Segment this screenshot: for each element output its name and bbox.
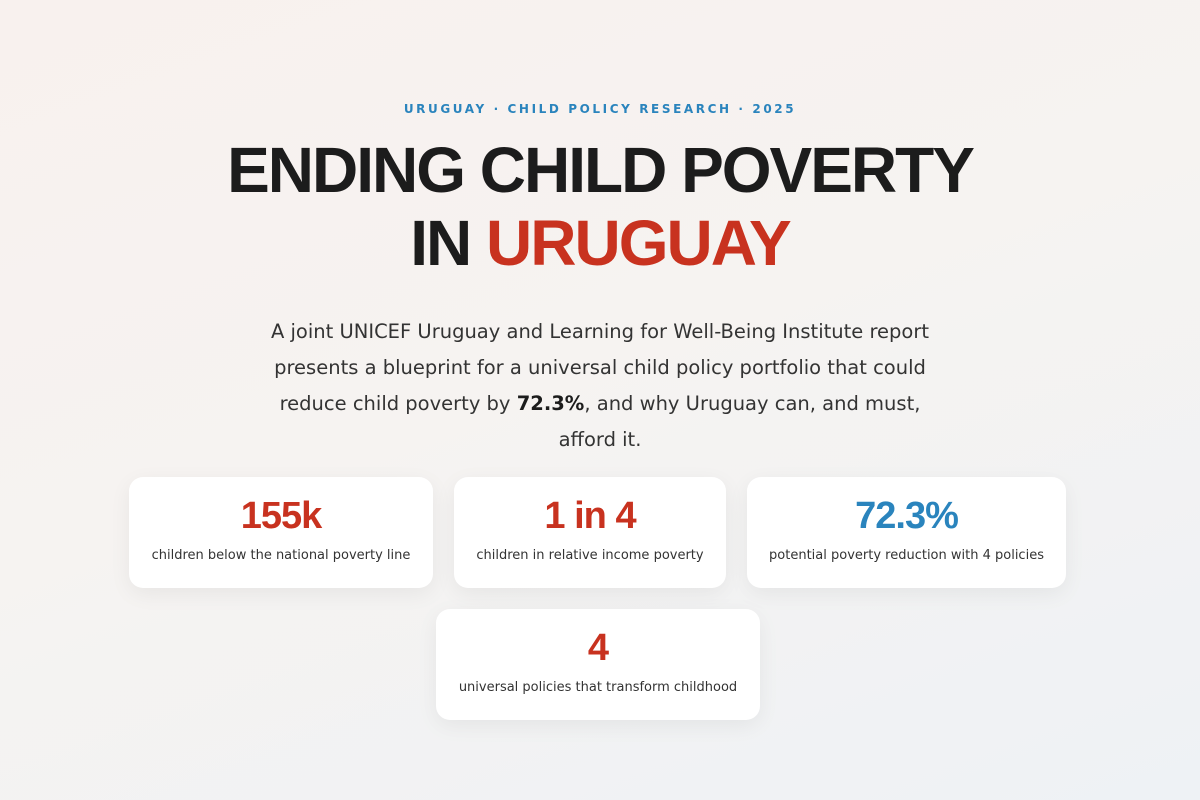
stat-card: 1 in 4 children in relative income povert…: [454, 477, 726, 588]
stat-label: children below the national poverty line: [151, 548, 411, 563]
stat-label: potential poverty reduction with 4 polic…: [769, 548, 1044, 563]
stat-card: 4 universal policies that transform child…: [436, 609, 760, 720]
title-accent: URUGUAY: [486, 207, 792, 279]
stat-value: 4: [587, 627, 609, 669]
stat-card: 155k children below the national poverty …: [129, 477, 433, 588]
stat-card: 72.3% potential poverty reduction with 4 …: [747, 477, 1066, 588]
stat-value: 72.3%: [855, 495, 959, 537]
title-line: ENDING CHILD POVERTY: [227, 134, 975, 206]
intro-text: , and why Uruguay can, and must, afford …: [558, 392, 921, 451]
intro-highlight: 72.3%: [516, 392, 585, 415]
stat-value: 155k: [240, 495, 323, 537]
title-line: IN URUGUAY: [0, 207, 1200, 279]
title-prefix: IN: [410, 207, 472, 279]
stat-label: children in relative income poverty: [476, 548, 704, 563]
stat-label: universal policies that transform childh…: [458, 680, 738, 695]
eyebrow: URUGUAY · CHILD POLICY RESEARCH · 2025: [403, 102, 797, 116]
stat-value: 1 in 4: [544, 495, 636, 537]
intro-text: A joint UNICEF Uruguay and Learning for …: [270, 320, 930, 415]
intro: A joint UNICEF Uruguay and Learning for …: [250, 314, 950, 458]
